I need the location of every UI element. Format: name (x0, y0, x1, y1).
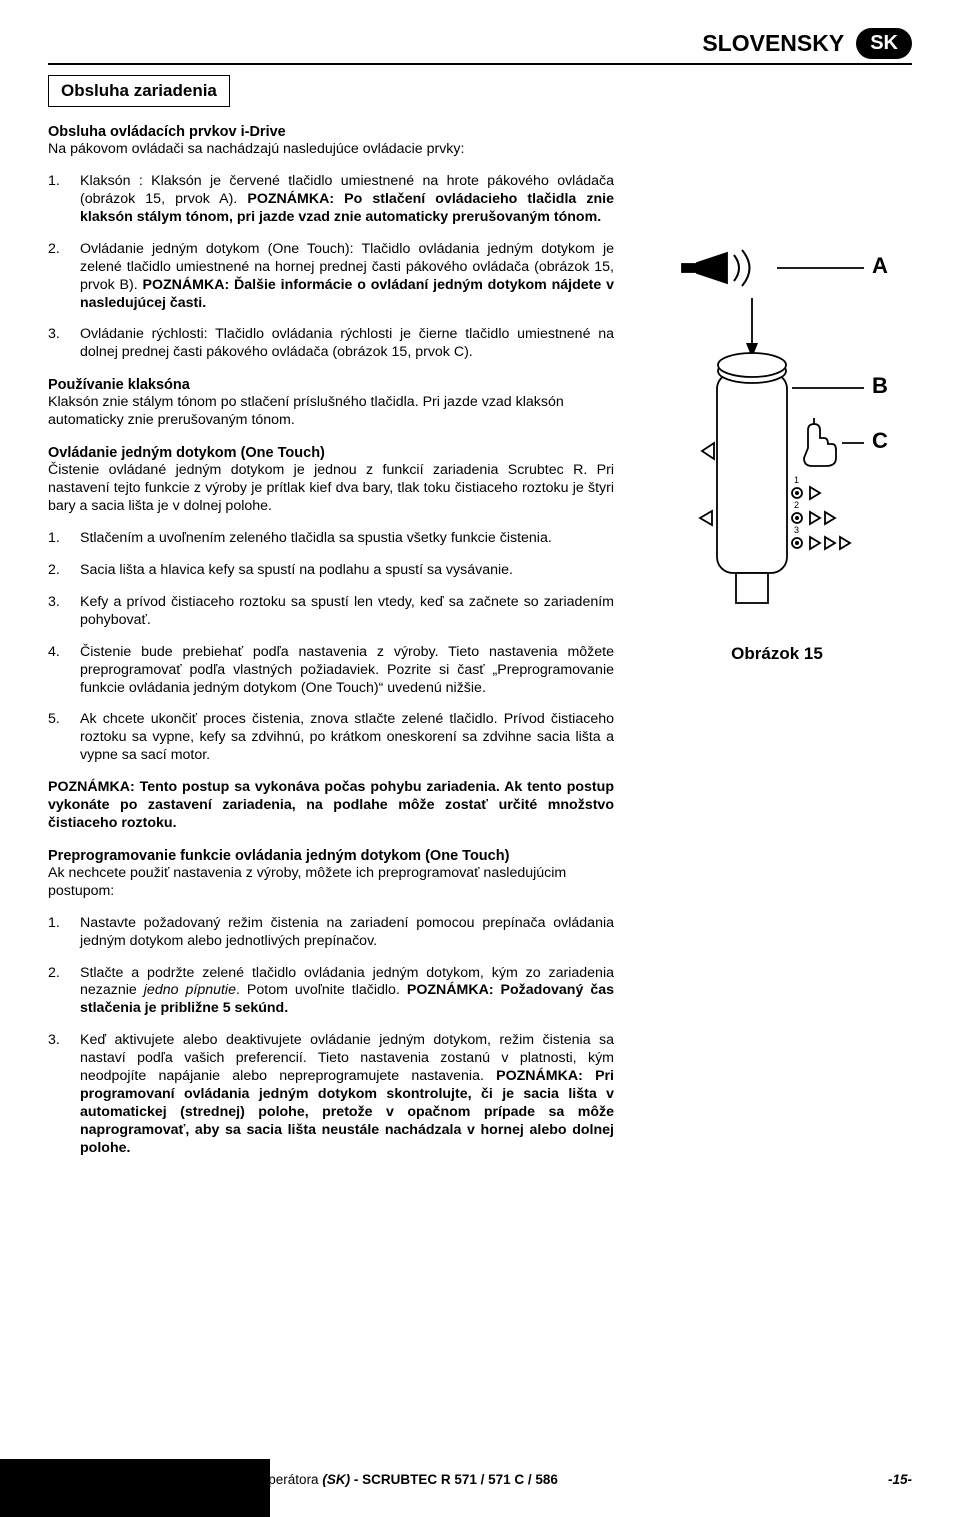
page: SLOVENSKY SK Obsluha zariadenia Obsluha … (0, 0, 960, 1517)
list-text: . Potom uvoľnite tlačidlo. (236, 982, 407, 998)
left-arrow-icon (700, 511, 712, 525)
label-1: 1 (794, 475, 799, 485)
label-b: B (872, 373, 888, 398)
list-item: 3. Ovládanie rýchlosti: Tlačidlo ovládan… (48, 326, 614, 362)
figure-caption: Obrázok 15 (642, 644, 912, 664)
label-c: C (872, 428, 888, 453)
intro-line: Na pákovom ovládači sa nachádzajú nasled… (48, 141, 614, 159)
speed-indicators (792, 487, 850, 549)
list-number: 3. (48, 594, 68, 630)
arrow-down-icon (746, 298, 758, 358)
list-body: Ovládanie rýchlosti: Tlačidlo ovládania … (80, 326, 614, 362)
onetouch-text: Čistenie ovládané jedným dotykom je jedn… (48, 462, 614, 516)
list-body: Klaksón : Klaksón je červené tlačidlo um… (80, 173, 614, 227)
list-body: Sacia lišta a hlavica kefy sa spustí na … (80, 562, 614, 580)
list-item: 2. Sacia lišta a hlavica kefy sa spustí … (48, 562, 614, 580)
list-number: 1. (48, 173, 68, 227)
left-column: Obsluha ovládacích prvkov i-Drive Na pák… (48, 123, 614, 1171)
note-block: POZNÁMKA: Tento postup sa vykonáva počas… (48, 779, 614, 833)
list-item: 1. Nastavte požadovaný režim čistenia na… (48, 915, 614, 951)
list-text: Ovládanie rýchlosti: Tlačidlo ovládania … (80, 326, 614, 360)
list-number: 5. (48, 711, 68, 765)
list-item: 5. Ak chcete ukončiť proces čistenia, zn… (48, 711, 614, 765)
reprogram-heading: Preprogramovanie funkcie ovládania jedný… (48, 847, 614, 865)
list-body: Čistenie bude prebiehať podľa nastavenia… (80, 644, 614, 698)
list-note: POZNÁMKA: Ďalšie informácie o ovládaní j… (80, 277, 614, 311)
list-italic: jedno pípnutie (144, 982, 236, 998)
horn-icon (682, 250, 750, 286)
footer-model: - SCRUBTEC R 571 / 571 C / 586 (350, 1472, 558, 1487)
footer-lang: (SK) (322, 1472, 350, 1487)
header: SLOVENSKY SK (48, 28, 912, 59)
reprogram-intro: Ak nechcete použiť nastavenia z výroby, … (48, 865, 614, 901)
list-number: 3. (48, 1032, 68, 1157)
list-number: 4. (48, 644, 68, 698)
list-number: 2. (48, 965, 68, 1019)
klaxon-text: Klaksón znie stálym tónom po stlačení pr… (48, 394, 614, 430)
list-item: 4. Čistenie bude prebiehať podľa nastave… (48, 644, 614, 698)
list-body: Kefy a prívod čistiaceho roztoku sa spus… (80, 594, 614, 630)
intro-heading: Obsluha ovládacích prvkov i-Drive (48, 123, 614, 141)
list-number: 2. (48, 562, 68, 580)
label-a: A (872, 253, 888, 278)
list-item: 1. Klaksón : Klaksón je červené tlačidlo… (48, 173, 614, 227)
label-2: 2 (794, 500, 799, 510)
list-body: Ovládanie jedným dotykom (One Touch): Tl… (80, 241, 614, 313)
language-label: SLOVENSKY (702, 30, 844, 57)
list-item: 3. Keď aktivujete alebo deaktivujete ovl… (48, 1032, 614, 1157)
list-body: Keď aktivujete alebo deaktivujete ovláda… (80, 1032, 614, 1157)
list-number: 1. (48, 530, 68, 548)
header-rule (48, 63, 912, 65)
footer-page: -15- (888, 1472, 912, 1487)
left-arrow-icon (702, 443, 714, 459)
right-column: A B C 1 2 3 Obrázok 15 (642, 123, 912, 664)
list-body: Ak chcete ukončiť proces čistenia, znova… (80, 711, 614, 765)
section-title-box: Obsluha zariadenia (48, 75, 230, 107)
device-body (717, 353, 787, 603)
klaxon-heading: Používanie klaksóna (48, 376, 614, 394)
list-body: Stlačením a uvoľnením zeleného tlačidla … (80, 530, 614, 548)
redaction-box (0, 1459, 270, 1517)
figure-15-diagram: A B C 1 2 3 (642, 243, 912, 623)
onetouch-heading: Ovládanie jedným dotykom (One Touch) (48, 444, 614, 462)
label-3: 3 (794, 525, 799, 535)
list-item: 3. Kefy a prívod čistiaceho roztoku sa s… (48, 594, 614, 630)
list-body: Nastavte požadovaný režim čistenia na za… (80, 915, 614, 951)
hand-icon (804, 418, 836, 466)
steps-list: 1. Stlačením a uvoľnením zeleného tlačid… (48, 530, 614, 765)
list-body: Stlačte a podržte zelené tlačidlo ovláda… (80, 965, 614, 1019)
list-number: 2. (48, 241, 68, 313)
list-item: 1. Stlačením a uvoľnením zeleného tlačid… (48, 530, 614, 548)
list-number: 1. (48, 915, 68, 951)
list-item: 2. Stlačte a podržte zelené tlačidlo ovl… (48, 965, 614, 1019)
content-columns: Obsluha ovládacích prvkov i-Drive Na pák… (48, 123, 912, 1171)
controls-list: 1. Klaksón : Klaksón je červené tlačidlo… (48, 173, 614, 362)
reprogram-list: 1. Nastavte požadovaný režim čistenia na… (48, 915, 614, 1158)
list-item: 2. Ovládanie jedným dotykom (One Touch):… (48, 241, 614, 313)
list-number: 3. (48, 326, 68, 362)
language-badge: SK (856, 28, 912, 59)
